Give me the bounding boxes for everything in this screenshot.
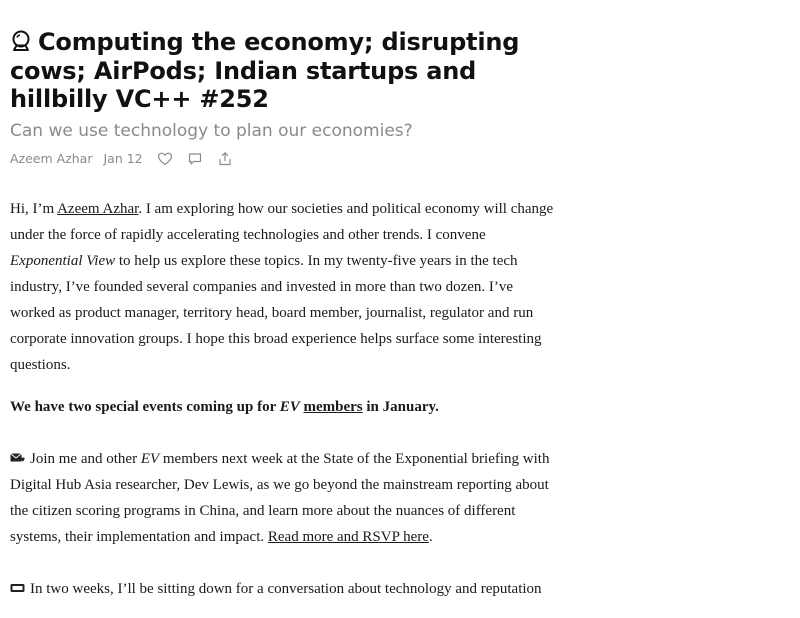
intro-paragraph: Hi, I’m Azeem Azhar. I am exploring how … (10, 196, 555, 378)
intro-text-2: . I am exploring how our societies and p… (10, 200, 554, 243)
post-subtitle: Can we use technology to plan our econom… (10, 120, 413, 141)
heart-icon[interactable] (157, 151, 173, 167)
author-link[interactable]: Azeem Azhar (10, 151, 93, 166)
comment-icon[interactable] (187, 151, 203, 167)
event-2-paragraph: In two weeks, I’ll be sitting down for a… (10, 576, 555, 602)
members-link[interactable]: members (303, 398, 363, 415)
publication-name: Exponential View (10, 252, 116, 269)
events-heading: We have two special events coming up for… (10, 394, 555, 420)
intro-text-3: to help us explore these topics. In my t… (10, 252, 542, 373)
intro-text-1: Hi, I’m (10, 200, 58, 217)
author-body-link[interactable]: Azeem Azhar (57, 200, 139, 217)
post-date: Jan 12 (103, 151, 143, 166)
event-2-text: In two weeks, I’ll be sitting down for a… (30, 580, 542, 597)
share-icon[interactable] (217, 151, 233, 167)
post-body: Hi, I’m Azeem Azhar. I am exploring how … (10, 196, 555, 602)
post-meta: Azeem Azhar Jan 12 (10, 150, 555, 168)
event-1-ev: EV (140, 450, 160, 467)
post-title-text: Computing the economy; disrupting cows; … (10, 28, 520, 113)
rsvp-link[interactable]: Read more and RSVP here (267, 528, 429, 545)
event-1-text-2: members next week at the State of the Ex… (10, 450, 550, 545)
events-heading-text-1: We have two special events coming up for (10, 398, 280, 415)
events-heading-text-2: in January. (362, 398, 439, 415)
spacer (10, 436, 555, 446)
event-1-paragraph: Join me and other EV members next week a… (10, 446, 555, 550)
event-1-text-1: Join me and other (30, 450, 141, 467)
spacer (10, 566, 555, 576)
post-container: Computing the economy; disrupting cows; … (10, 28, 555, 618)
crystal-ball-icon (10, 30, 32, 52)
events-heading-ev: EV (279, 398, 300, 415)
envelope-heart-icon (10, 447, 25, 461)
event-1-text-3: . (428, 528, 433, 545)
laptop-icon (10, 577, 25, 592)
post-title: Computing the economy; disrupting cows; … (10, 28, 555, 114)
